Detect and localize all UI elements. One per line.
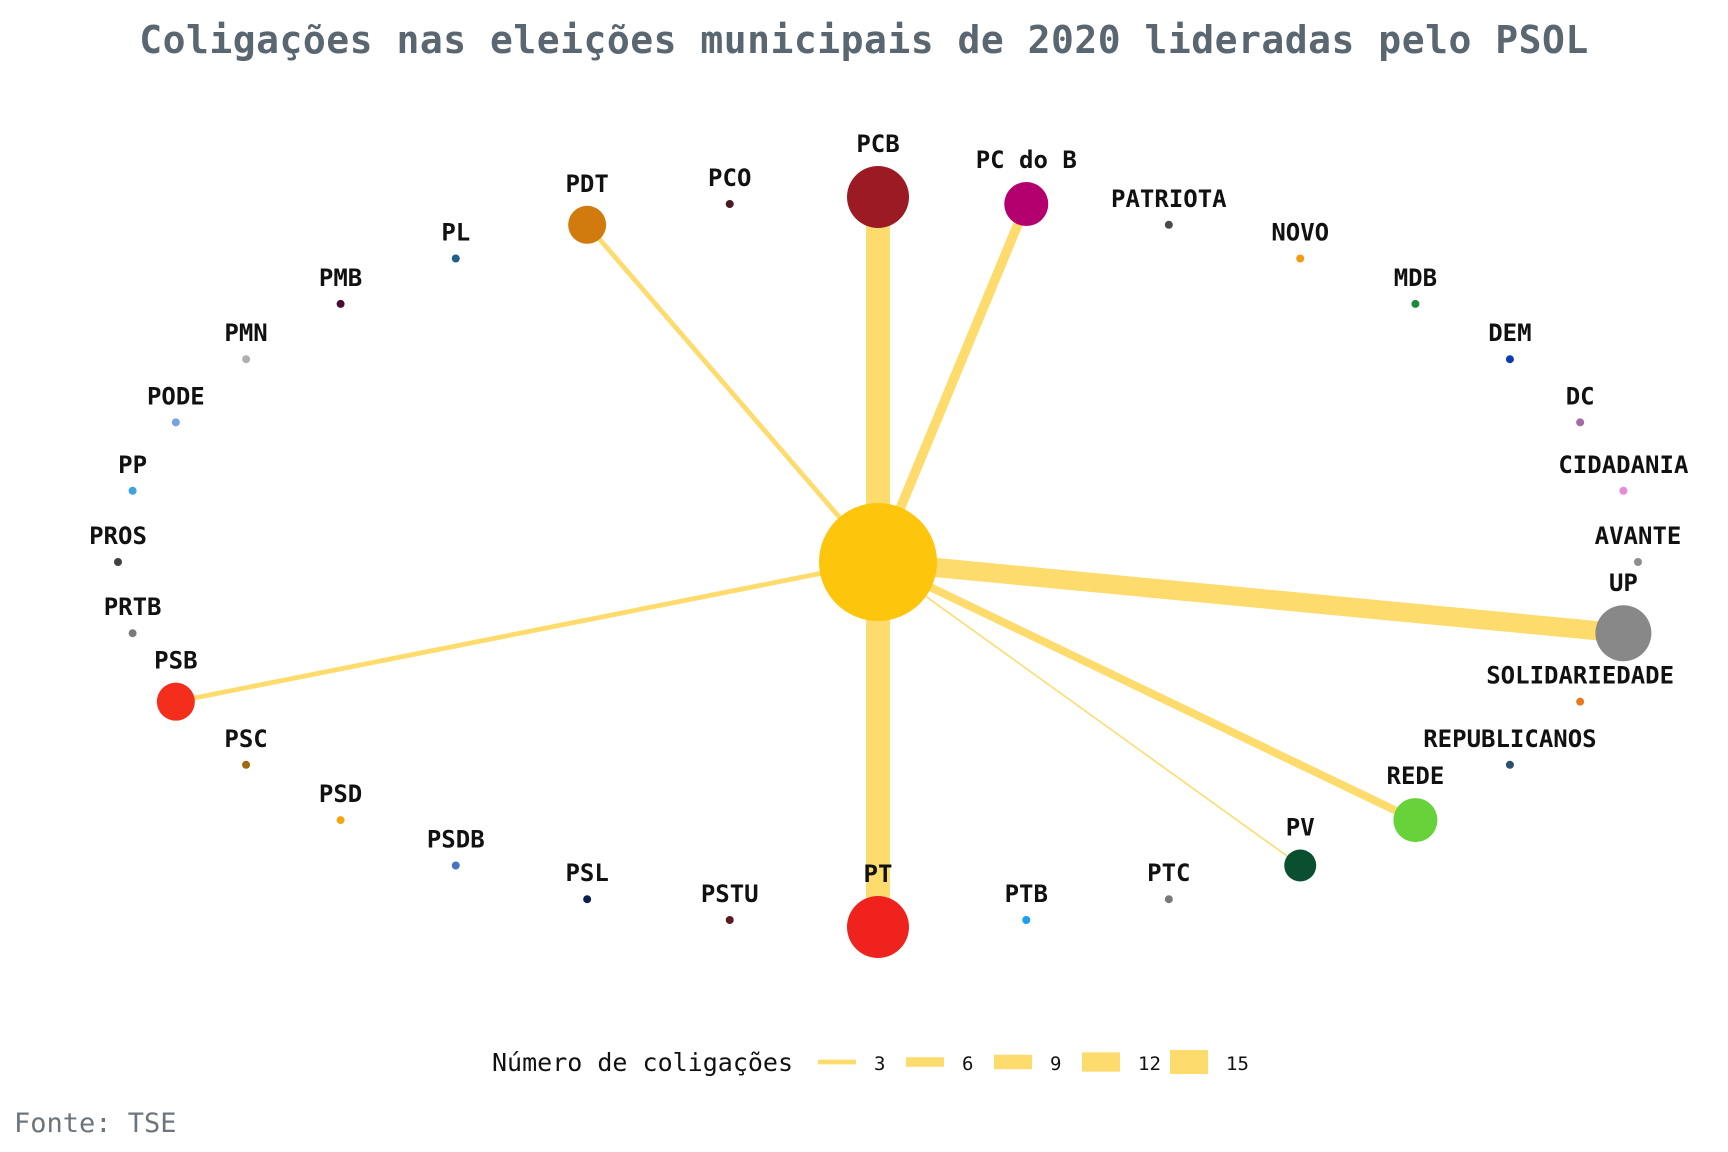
node-psdb	[451, 861, 460, 870]
node-ptb	[1022, 915, 1031, 924]
node-label-pmb: PMB	[319, 264, 362, 292]
legend-value-6: 6	[962, 1053, 973, 1075]
node-solidariedade	[1576, 697, 1585, 706]
node-label-prtb: PRTB	[104, 593, 162, 621]
node-psc	[242, 760, 251, 769]
node-pp	[128, 486, 137, 495]
hub-node	[819, 503, 937, 621]
node-label-pros: PROS	[89, 522, 147, 550]
node-republicanos	[1505, 760, 1514, 769]
node-pmn	[242, 355, 251, 364]
node-pmb	[336, 299, 345, 308]
legend-value-12: 12	[1138, 1053, 1161, 1075]
node-label-pstu: PSTU	[701, 880, 759, 908]
node-pco	[725, 200, 734, 209]
node-label-pmn: PMN	[224, 319, 267, 347]
node-pc-do-b	[1004, 182, 1049, 227]
node-label-psdb: PSDB	[427, 825, 485, 853]
node-label-psc: PSC	[224, 725, 267, 753]
node-novo	[1296, 254, 1305, 263]
node-label-patriota: PATRIOTA	[1111, 185, 1227, 213]
node-dc	[1576, 418, 1585, 427]
node-avante	[1634, 558, 1642, 566]
node-pode	[171, 418, 180, 427]
node-mdb	[1411, 299, 1420, 308]
node-label-pcb: PCB	[856, 130, 899, 158]
edge-psb	[175, 559, 879, 705]
node-ptc	[1164, 895, 1173, 904]
legend-value-3: 3	[874, 1053, 885, 1075]
node-pl	[451, 254, 460, 263]
node-label-cidadania: CIDADANIA	[1558, 451, 1689, 479]
node-label-pdt: PDT	[565, 170, 608, 198]
node-pcb	[847, 166, 909, 228]
nodes-layer: PCB PC do B PATRIOTA NOVO MDB DEM DC CIDADANIA A…	[89, 130, 1689, 958]
node-label-psl: PSL	[565, 859, 608, 887]
node-cidadania	[1619, 486, 1628, 495]
node-label-pp: PP	[118, 451, 147, 479]
node-pv	[1284, 849, 1317, 882]
node-label-rede: REDE	[1387, 762, 1445, 790]
legend-title: Número de coligações	[492, 1048, 793, 1077]
node-rede	[1393, 798, 1438, 843]
edge-pv	[877, 561, 1301, 867]
node-up	[1595, 605, 1652, 662]
node-dem	[1505, 355, 1514, 364]
node-label-republicanos: REPUBLICANOS	[1423, 725, 1596, 753]
edges-layer	[175, 197, 1625, 927]
legend: Número de coligações 3 6 9 12 15	[492, 1048, 1249, 1077]
node-psl	[583, 895, 592, 904]
node-label-up: UP	[1609, 569, 1638, 597]
node-label-psd: PSD	[319, 780, 362, 808]
node-pt	[847, 896, 909, 958]
legend-items: 3 6 9 12 15	[818, 1050, 1249, 1075]
node-label-pt: PT	[864, 860, 893, 888]
chart-title: Coligações nas eleições municipais de 20…	[139, 18, 1589, 62]
node-label-dc: DC	[1566, 382, 1595, 410]
edge-up	[877, 552, 1625, 643]
node-psb	[156, 682, 195, 721]
node-label-solidariedade: SOLIDARIEDADE	[1486, 662, 1674, 690]
node-label-mdb: MDB	[1394, 264, 1437, 292]
node-label-dem: DEM	[1488, 319, 1531, 347]
source-note: Fonte: TSE	[14, 1108, 177, 1139]
node-label-pv: PV	[1286, 813, 1315, 841]
node-pdt	[568, 205, 607, 244]
node-label-pl: PL	[441, 219, 470, 247]
node-label-pode: PODE	[147, 382, 205, 410]
node-label-psb: PSB	[154, 647, 197, 675]
node-label-avante: AVANTE	[1595, 522, 1682, 550]
node-label-pco: PCO	[708, 164, 751, 192]
node-patriota	[1164, 220, 1173, 229]
node-pstu	[725, 915, 734, 924]
node-label-ptb: PTB	[1005, 880, 1048, 908]
legend-value-15: 15	[1226, 1053, 1249, 1075]
node-label-novo: NOVO	[1271, 219, 1329, 247]
node-psd	[336, 816, 345, 825]
node-pros	[114, 558, 122, 566]
node-label-pc-do-b: PC do B	[976, 146, 1077, 174]
node-prtb	[128, 629, 137, 638]
edge-pc-do-b	[873, 202, 1031, 564]
edge-rede	[876, 558, 1418, 824]
legend-value-9: 9	[1050, 1053, 1061, 1075]
node-label-ptc: PTC	[1147, 859, 1190, 887]
edge-pdt	[585, 223, 880, 564]
